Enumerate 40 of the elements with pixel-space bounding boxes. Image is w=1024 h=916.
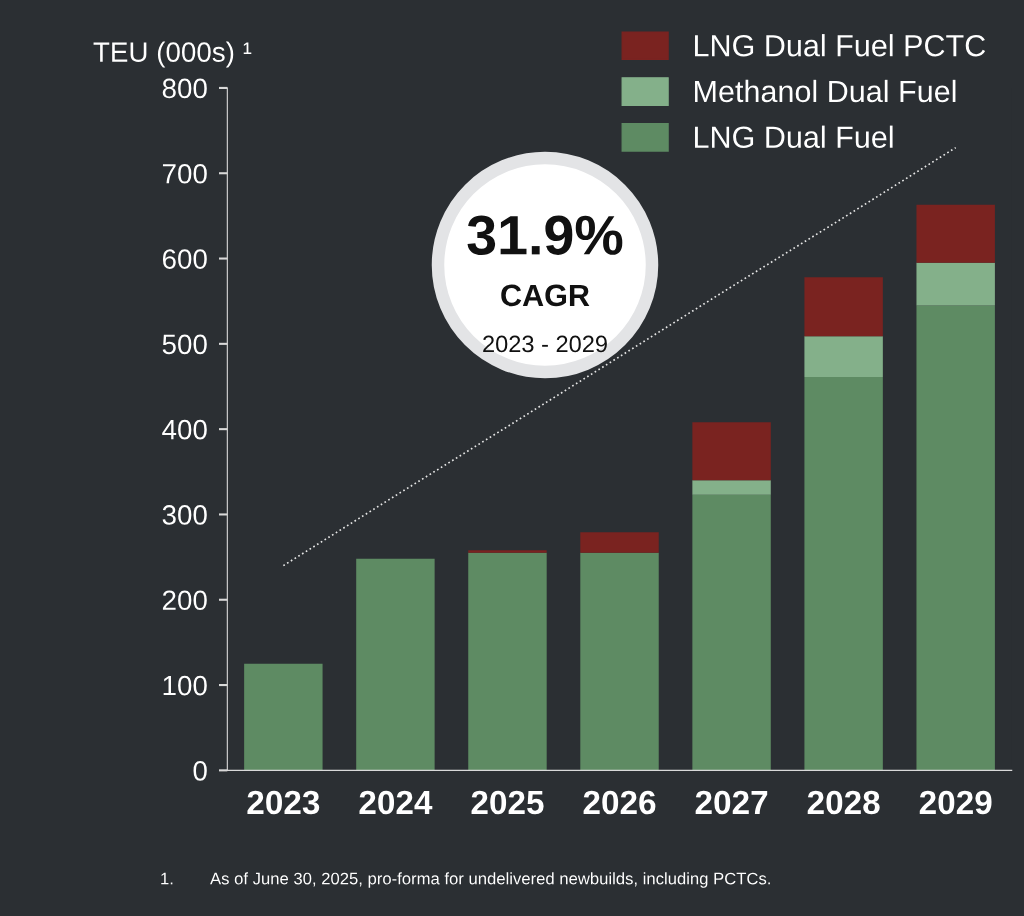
legend-label: LNG Dual Fuel PCTC — [695, 34, 986, 57]
bar — [916, 204, 995, 263]
bar — [692, 480, 771, 495]
bar — [356, 558, 435, 771]
bar — [580, 532, 659, 553]
y-tick-label: 800 — [162, 78, 207, 99]
legend-label: LNG Dual Fuel — [695, 125, 893, 149]
text: 1. As of June 30, 2025, pro-forma for undelivered newbuilds, including PCTCs. — [161, 872, 770, 888]
bar — [692, 422, 771, 481]
bar — [580, 552, 659, 771]
bar — [804, 336, 883, 378]
x-tick-label: 2025 — [471, 790, 544, 815]
y-tick-label: 300 — [162, 505, 207, 525]
y-axis-title: TEU (000s) ¹ — [93, 41, 252, 68]
legend-label: Methanol Dual Fuel — [695, 79, 956, 103]
y-tick-label: 400 — [162, 419, 207, 440]
bar — [804, 377, 883, 771]
y-tick-label: 600 — [162, 249, 207, 269]
x-tick-label: 2024 — [359, 790, 433, 815]
annotation: CAGR — [501, 284, 590, 307]
x-tick-label: 2029 — [919, 790, 992, 815]
y-tick-label: 500 — [162, 334, 207, 355]
x-tick-label: 2026 — [583, 790, 656, 815]
bar — [468, 550, 547, 553]
y-tick-label: 0 — [193, 761, 207, 781]
annotation: 2023 - 2029 — [483, 335, 607, 353]
x-tick-label: 2027 — [695, 790, 768, 815]
bar — [468, 552, 547, 771]
bar — [804, 277, 883, 337]
bar — [244, 663, 323, 771]
bar — [916, 262, 995, 306]
bar — [916, 305, 995, 771]
x-tick-label: 2023 — [247, 790, 320, 815]
y-tick-label: 100 — [163, 675, 207, 696]
bar — [692, 494, 771, 771]
line-series — [282, 146, 957, 567]
y-tick-label: 700 — [162, 163, 207, 184]
y-tick-label: 200 — [162, 590, 207, 611]
annotation: 31.9% — [467, 215, 623, 255]
x-tick-label: 2028 — [807, 790, 880, 815]
